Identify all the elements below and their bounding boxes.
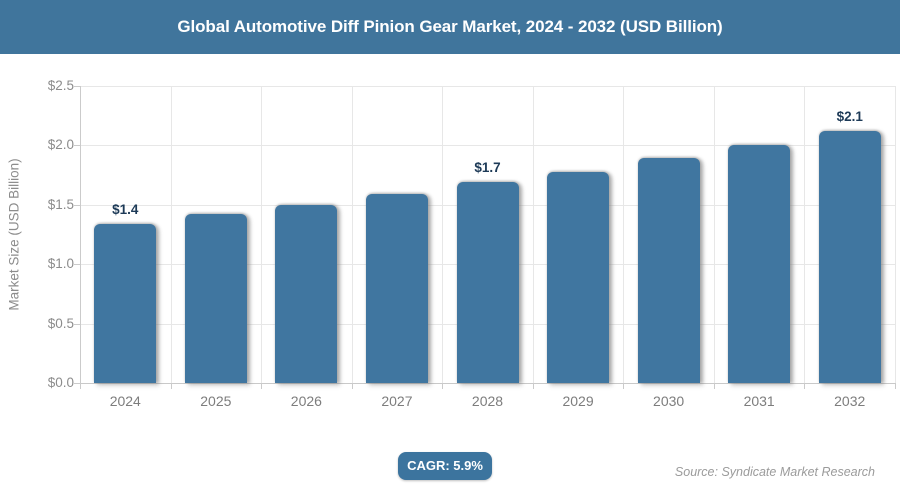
bar-2032[interactable]: [818, 131, 881, 383]
x-tick-label: 2028: [471, 393, 504, 409]
x-tickmark: [895, 383, 896, 389]
y-gridline: [80, 145, 895, 147]
y-axis-title: Market Size (USD Billion): [6, 158, 22, 311]
x-tick-label: 2024: [109, 393, 141, 409]
bar-value-label: $2.1: [836, 109, 863, 125]
source-text: Source: Syndicate Market Research: [674, 465, 875, 479]
chart-title: Global Automotive Diff Pinion Gear Marke…: [177, 17, 723, 36]
bar-2029[interactable]: [547, 171, 610, 383]
x-tickmark: [170, 383, 172, 389]
bar-value-label: $1.7: [474, 160, 501, 176]
x-tick-label: 2026: [290, 393, 322, 409]
x-tickmark: [623, 383, 625, 389]
y-tickmark: [74, 264, 80, 266]
x-tick-label: 2029: [562, 393, 594, 409]
bar-2031[interactable]: [728, 145, 791, 383]
x-tickmark: [351, 383, 353, 389]
x-tick-label: 2031: [743, 393, 775, 409]
y-axis-line: [80, 86, 81, 389]
x-gridline: [442, 86, 444, 383]
y-tickmark: [74, 204, 80, 206]
x-tickmark: [261, 383, 263, 389]
y-gridline: [80, 383, 895, 384]
x-tickmark: [713, 383, 715, 389]
bar-2024[interactable]: [94, 223, 157, 383]
y-tick-label: $0.5: [47, 315, 74, 331]
x-gridline: [895, 86, 896, 383]
x-tickmark: [442, 383, 444, 389]
x-gridline: [532, 86, 534, 383]
x-gridline: [804, 86, 806, 383]
x-gridline: [261, 86, 263, 383]
bar-2030[interactable]: [637, 158, 700, 383]
x-gridline: [623, 86, 625, 383]
x-tickmark: [804, 383, 806, 389]
y-tick-label: $0.0: [47, 375, 74, 390]
x-gridline: [170, 86, 172, 383]
title-bar: Global Automotive Diff Pinion Gear Marke…: [0, 0, 900, 54]
bar-2026[interactable]: [275, 204, 338, 383]
y-gridline: [80, 86, 895, 87]
x-tick-label: 2032: [834, 393, 866, 409]
x-tickmark: [532, 383, 534, 389]
y-tick-label: $1.0: [47, 256, 74, 272]
bar-2028[interactable]: [456, 182, 519, 383]
x-tick-label: 2025: [200, 393, 232, 409]
y-tickmark: [74, 86, 80, 87]
y-tick-label: $2.0: [47, 137, 74, 153]
bar-2027[interactable]: [365, 194, 428, 383]
bar-2025[interactable]: [184, 214, 247, 383]
x-tick-label: 2030: [653, 393, 685, 409]
x-tick-label: 2027: [381, 393, 413, 409]
y-tickmark: [74, 145, 80, 147]
y-tickmark: [74, 323, 80, 325]
bar-value-label: $1.4: [112, 201, 139, 217]
y-tick-label: $1.5: [47, 196, 74, 212]
cagr-badge: CAGR: 5.9%: [398, 452, 492, 480]
y-tickmark: [74, 383, 80, 384]
x-gridline: [351, 86, 353, 383]
x-gridline: [713, 86, 715, 383]
y-tick-label: $2.5: [47, 78, 74, 93]
